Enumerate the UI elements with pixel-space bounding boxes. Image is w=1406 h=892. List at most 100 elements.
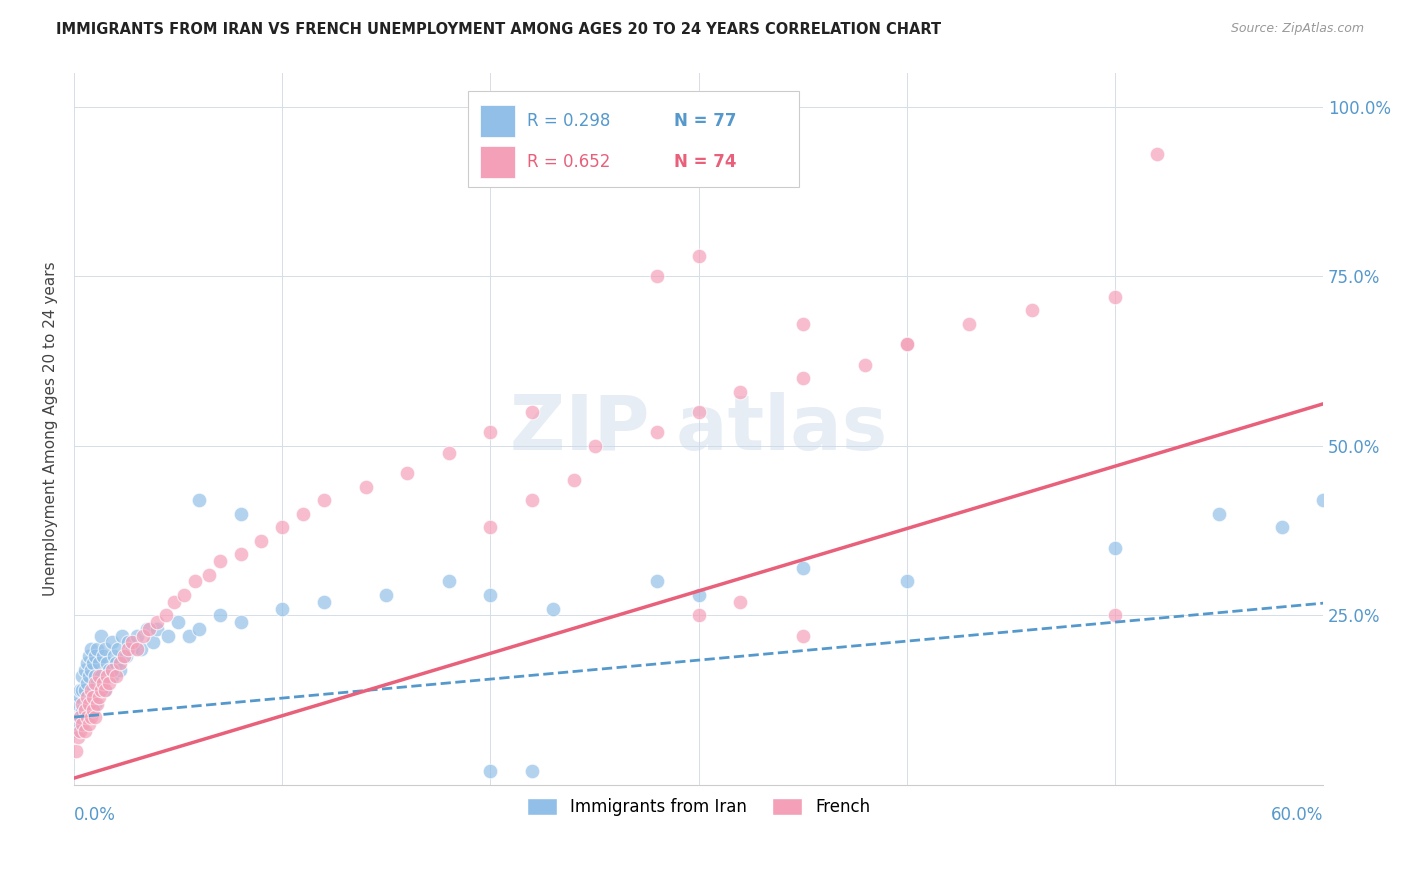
Point [80, 642, 103, 657]
Point [72, 716, 94, 731]
Point [125, 642, 148, 657]
Point [77, 648, 100, 663]
Point [67, 697, 90, 711]
Point [1208, 507, 1230, 521]
Point [84, 710, 107, 724]
Point [94, 642, 117, 657]
Point [69, 682, 91, 697]
Point [77, 697, 100, 711]
Point [104, 669, 127, 683]
Point [69, 723, 91, 738]
Point [520, 405, 543, 419]
Point [188, 493, 211, 508]
Point [90, 669, 112, 683]
Text: 60.0%: 60.0% [1271, 806, 1323, 824]
Point [138, 622, 160, 636]
Point [312, 493, 335, 508]
Point [354, 479, 377, 493]
Point [271, 601, 294, 615]
Point [100, 669, 122, 683]
Point [69, 710, 91, 724]
Point [107, 642, 129, 657]
Text: N = 77: N = 77 [673, 112, 737, 129]
Point [583, 439, 606, 453]
Point [91, 676, 114, 690]
Point [1312, 493, 1334, 508]
Text: Source: ZipAtlas.com: Source: ZipAtlas.com [1230, 22, 1364, 36]
Point [84, 669, 107, 683]
Point [688, 405, 710, 419]
Point [375, 588, 398, 602]
Point [90, 629, 112, 643]
Point [957, 317, 980, 331]
Point [82, 690, 104, 704]
Point [520, 764, 543, 779]
Point [208, 608, 231, 623]
Point [198, 567, 221, 582]
Point [125, 629, 148, 643]
Point [77, 669, 100, 683]
Point [87, 690, 110, 704]
Point [271, 520, 294, 534]
Y-axis label: Unemployment Among Ages 20 to 24 years: Unemployment Among Ages 20 to 24 years [44, 261, 58, 596]
Point [76, 656, 98, 670]
Point [437, 445, 460, 459]
Point [688, 249, 710, 263]
Point [108, 663, 131, 677]
Point [792, 317, 814, 331]
Point [69, 690, 91, 704]
Point [163, 595, 186, 609]
Point [67, 716, 90, 731]
Point [82, 656, 104, 670]
Point [177, 629, 200, 643]
Point [250, 533, 273, 548]
Text: IMMIGRANTS FROM IRAN VS FRENCH UNEMPLOYMENT AMONG AGES 20 TO 24 YEARS CORRELATIO: IMMIGRANTS FROM IRAN VS FRENCH UNEMPLOYM… [56, 22, 942, 37]
Text: ZIP atlas: ZIP atlas [510, 392, 887, 466]
Point [80, 690, 103, 704]
Point [479, 588, 502, 602]
Point [73, 710, 96, 724]
Point [112, 648, 135, 663]
Point [84, 676, 107, 690]
Point [96, 669, 118, 683]
Point [73, 723, 96, 738]
Point [76, 676, 98, 690]
Point [65, 723, 87, 738]
Point [98, 676, 121, 690]
Point [90, 682, 112, 697]
Point [72, 669, 94, 683]
Point [104, 656, 127, 670]
Point [117, 635, 139, 649]
Point [437, 574, 460, 589]
Point [80, 682, 103, 697]
Point [728, 384, 751, 399]
Point [65, 744, 87, 758]
Point [853, 358, 876, 372]
Point [111, 629, 134, 643]
Point [84, 697, 107, 711]
Point [645, 425, 668, 440]
Text: 0.0%: 0.0% [75, 806, 115, 824]
Point [117, 642, 139, 657]
Point [73, 682, 96, 697]
Point [167, 615, 190, 629]
FancyBboxPatch shape [468, 91, 799, 187]
Point [77, 703, 100, 717]
Point [86, 676, 108, 690]
Point [146, 622, 169, 636]
Point [77, 716, 100, 731]
Point [108, 656, 131, 670]
Point [520, 493, 543, 508]
Point [312, 595, 335, 609]
Point [86, 642, 108, 657]
Point [87, 656, 110, 670]
Point [479, 425, 502, 440]
Point [80, 710, 103, 724]
Point [184, 574, 207, 589]
Point [91, 676, 114, 690]
Point [792, 561, 814, 575]
Point [142, 635, 165, 649]
Point [156, 629, 179, 643]
Bar [479, 105, 515, 137]
Text: N = 74: N = 74 [673, 153, 737, 171]
